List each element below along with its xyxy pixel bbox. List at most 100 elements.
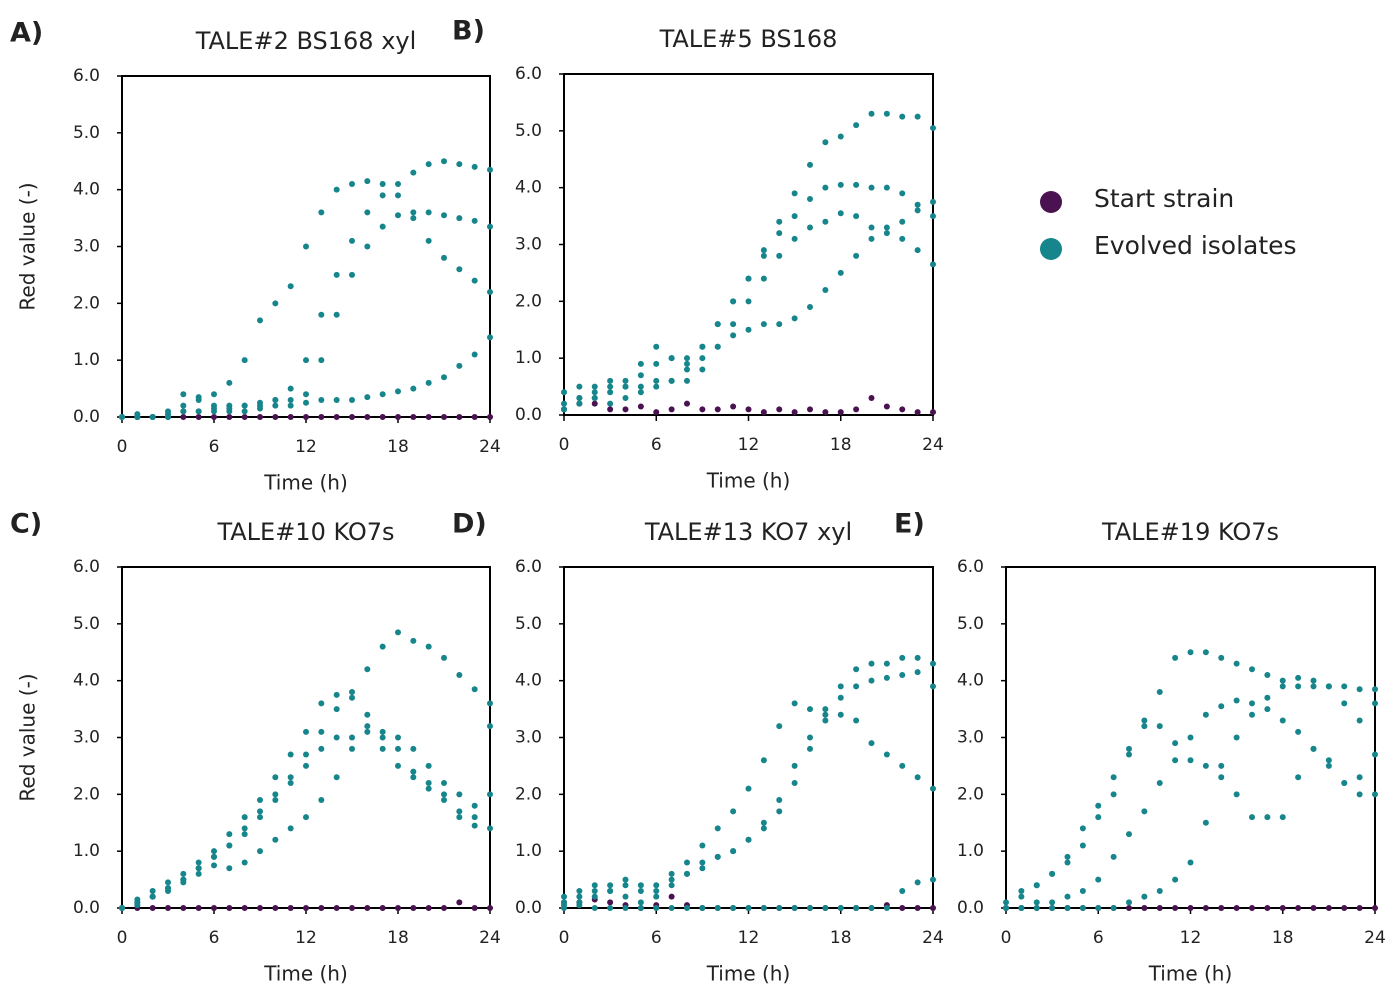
point: [1049, 905, 1056, 911]
y-tick-label: 3.0: [73, 237, 100, 257]
point: [318, 209, 325, 216]
point: [272, 797, 279, 804]
point: [149, 887, 156, 894]
point: [410, 169, 417, 176]
point: [333, 186, 340, 193]
point: [637, 905, 644, 911]
point: [699, 842, 706, 849]
point: [211, 391, 217, 398]
point: [226, 414, 233, 420]
point: [165, 905, 171, 911]
point: [930, 198, 936, 205]
point: [1126, 905, 1132, 911]
point: [684, 377, 690, 384]
point: [226, 379, 233, 386]
point: [287, 414, 294, 420]
point: [1095, 802, 1102, 809]
point: [591, 893, 598, 900]
point: [425, 762, 432, 769]
point: [364, 905, 371, 911]
point: [899, 671, 906, 678]
point: [853, 683, 860, 690]
point: [745, 836, 752, 843]
point: [410, 414, 417, 420]
legend-label: Start strain: [1094, 184, 1234, 213]
point: [914, 669, 921, 676]
x-axis-label: Time (h): [1148, 962, 1233, 986]
point: [791, 235, 798, 242]
point: [776, 905, 783, 911]
point: [364, 728, 371, 735]
point: [119, 905, 125, 911]
point: [303, 357, 309, 364]
point: [730, 403, 737, 410]
point: [899, 190, 906, 197]
point: [930, 876, 936, 883]
point: [730, 321, 737, 328]
x-tick-label: 18: [387, 437, 409, 457]
point: [1218, 654, 1225, 661]
point: [1264, 814, 1271, 821]
plot-frame: [563, 73, 934, 416]
point: [637, 389, 644, 396]
point: [456, 362, 463, 369]
point: [1233, 697, 1240, 704]
x-tick-label: 12: [738, 435, 760, 455]
point: [1018, 887, 1025, 894]
series: Evolved isolates: [119, 158, 493, 420]
point: [853, 181, 860, 188]
point: [441, 158, 447, 165]
point: [180, 870, 187, 877]
series: Evolved isolates: [119, 723, 493, 911]
y-tick-label: 4.0: [515, 671, 542, 691]
point: [653, 377, 660, 384]
point: [349, 180, 355, 187]
point: [195, 859, 202, 866]
point: [930, 785, 936, 792]
point: [1126, 751, 1132, 758]
point: [760, 819, 767, 826]
point: [776, 252, 783, 259]
point: [807, 734, 813, 741]
point: [853, 666, 860, 673]
point: [1325, 757, 1332, 764]
point: [349, 905, 355, 911]
point: [714, 853, 721, 860]
point: [1295, 728, 1302, 735]
point: [410, 745, 417, 752]
point: [914, 905, 921, 911]
point: [1279, 677, 1286, 684]
point: [760, 252, 767, 259]
point: [684, 360, 690, 367]
point: [745, 326, 752, 333]
point: [1156, 779, 1163, 786]
point: [883, 905, 890, 911]
point: [364, 178, 371, 185]
point: [349, 745, 355, 752]
point: [791, 315, 798, 322]
point: [607, 400, 614, 407]
point: [883, 674, 890, 681]
point: [241, 825, 248, 832]
point: [1095, 814, 1102, 821]
legend-swatch: [1040, 191, 1062, 213]
point: [333, 905, 340, 911]
point: [591, 887, 598, 894]
point: [211, 402, 217, 409]
point: [211, 408, 217, 415]
point: [1279, 905, 1286, 911]
point: [425, 237, 432, 244]
point: [333, 691, 340, 698]
point: [318, 797, 325, 804]
point: [791, 409, 798, 416]
point: [1218, 703, 1225, 710]
point: [1033, 905, 1040, 911]
point: [471, 163, 478, 170]
point: [257, 399, 263, 406]
point: [441, 654, 447, 661]
point: [1249, 905, 1255, 911]
point: [318, 396, 325, 403]
point: [272, 791, 279, 798]
point: [1064, 893, 1071, 900]
point: [653, 409, 660, 416]
